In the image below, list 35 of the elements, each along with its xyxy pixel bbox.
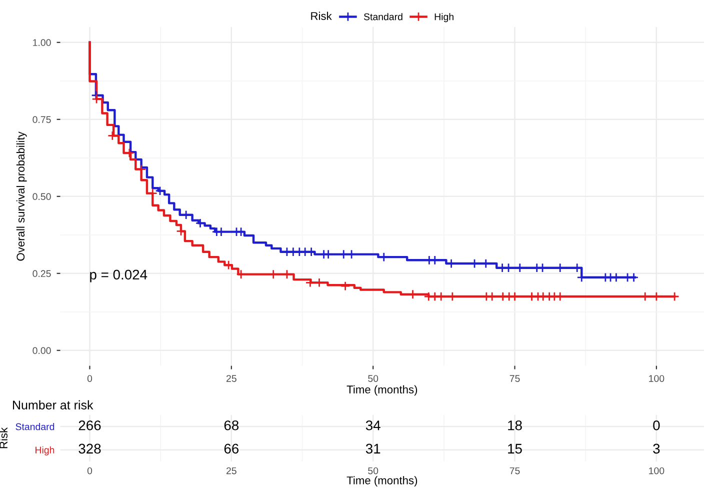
x-tick-label: 100 xyxy=(649,375,664,382)
y-tick-label: 0.75 xyxy=(32,116,51,124)
legend-title: Risk xyxy=(311,12,332,20)
y-tick-label: Standard xyxy=(16,423,54,430)
x-tick-label: 25 xyxy=(226,467,236,474)
chart-title: Number at risk xyxy=(13,400,94,410)
y-tick-label: High xyxy=(36,446,54,456)
y-tick-label: 1.00 xyxy=(33,39,51,46)
x-tick-label: 100 xyxy=(649,467,664,474)
data-label: 34 xyxy=(366,420,380,430)
x-axis-title: Time (months) xyxy=(346,476,418,487)
x-tick-label: 0 xyxy=(87,467,92,474)
x-tick-label: 75 xyxy=(510,467,520,474)
y-tick-label: 0.25 xyxy=(32,270,51,278)
data-label: 0 xyxy=(653,420,660,430)
data-label: 68 xyxy=(224,420,239,430)
data-label: 3 xyxy=(653,444,660,454)
data-label: 328 xyxy=(78,444,101,454)
data-label: 66 xyxy=(224,444,239,454)
data-label: 18 xyxy=(508,420,522,430)
y-axis-title: Overall survival probability xyxy=(16,132,27,261)
data-label: 31 xyxy=(366,444,380,454)
legend-label: Standard xyxy=(364,13,402,20)
data-label: 15 xyxy=(508,444,522,454)
x-axis-title: Time (months) xyxy=(346,385,418,396)
annotation: p = 0.024 xyxy=(90,270,148,282)
x-tick-label: 75 xyxy=(510,375,520,382)
x-tick-label: 50 xyxy=(368,467,378,474)
x-tick-label: 50 xyxy=(368,375,378,382)
y-tick-label: 0.00 xyxy=(32,347,51,354)
x-tick-label: 0 xyxy=(87,375,92,382)
x-tick-label: 25 xyxy=(226,375,236,382)
data-label: 266 xyxy=(78,420,101,430)
y-tick-label: 0.50 xyxy=(32,193,51,200)
legend-label: High xyxy=(434,13,454,22)
